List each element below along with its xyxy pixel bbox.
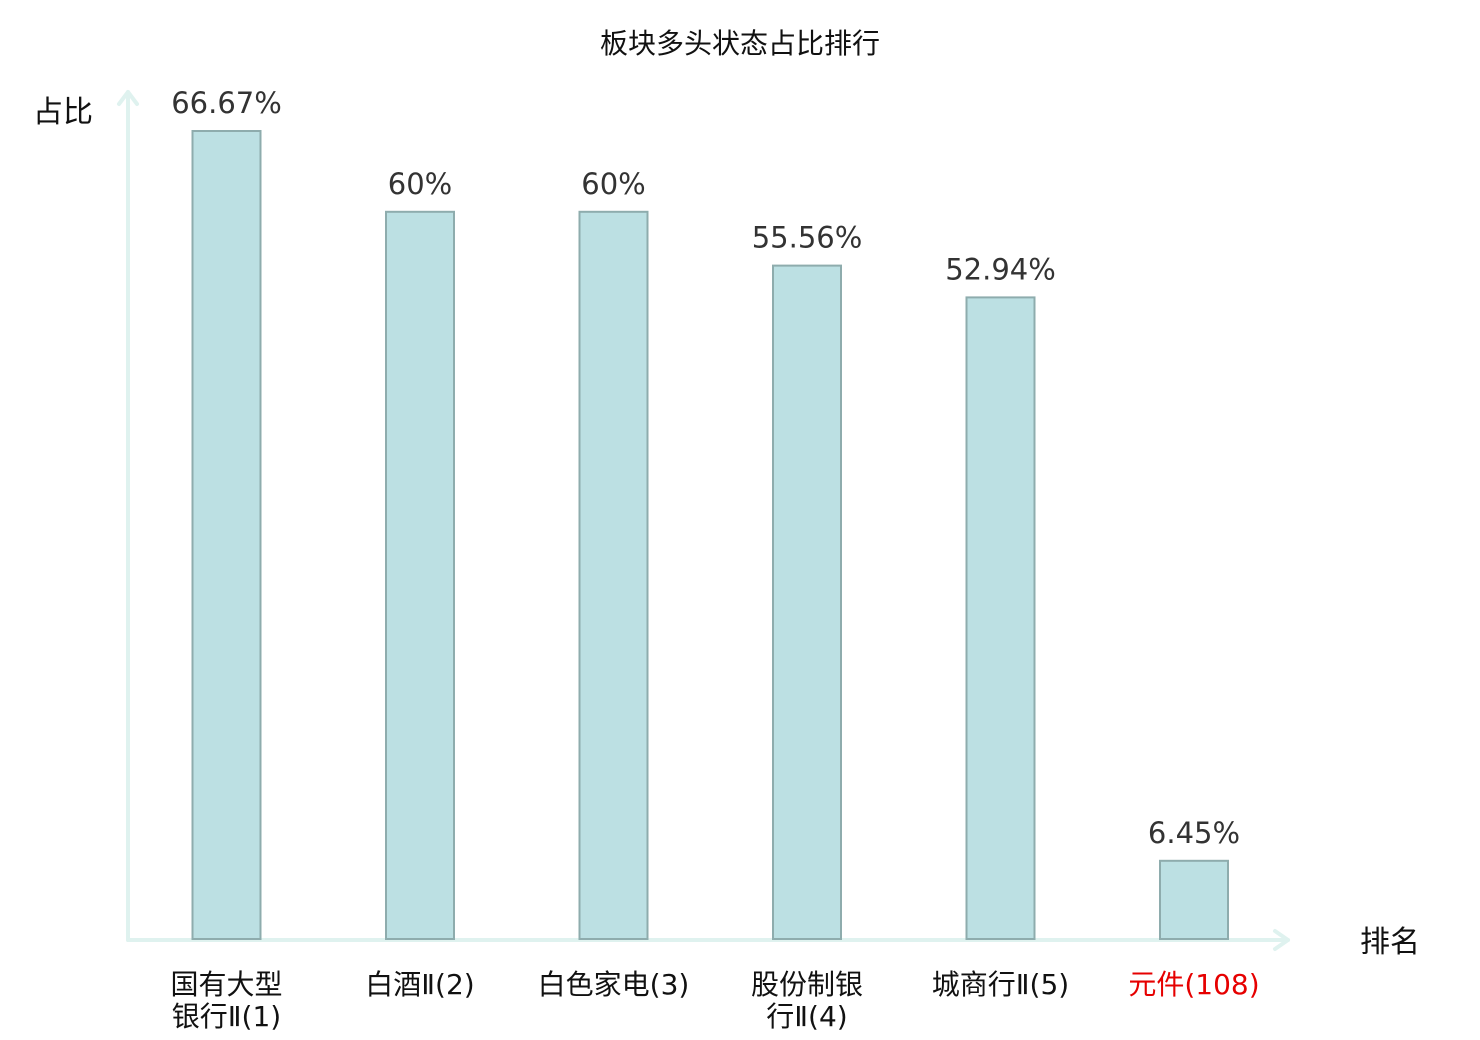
x-axis-label: 排名 xyxy=(1360,925,1420,960)
category-label-4-line-2: 行Ⅱ(4) xyxy=(766,1000,847,1033)
bar-6 xyxy=(1159,859,1229,940)
category-label-4-line-1: 股份制银 xyxy=(751,968,863,1001)
category-label-3: 白色家电(3) xyxy=(538,968,690,1001)
value-label-5: 52.94% xyxy=(945,252,1056,286)
value-label-6: 6.45% xyxy=(1148,816,1240,850)
bar-5 xyxy=(965,296,1036,940)
category-label-6: 元件(108) xyxy=(1128,968,1259,1001)
category-label-1-line-2: 银行Ⅱ(1) xyxy=(172,1000,281,1033)
bar-4 xyxy=(772,264,842,941)
bar-2 xyxy=(385,210,455,941)
value-label-1: 66.67% xyxy=(171,86,282,120)
value-labels: 66.67% 60% 60% 55.56% 52.94% 6.45% xyxy=(171,86,1240,850)
x-axis-arrow xyxy=(1273,929,1290,951)
category-label-2: 白酒Ⅱ(2) xyxy=(365,968,474,1001)
y-axis-label: 占比 xyxy=(33,95,93,130)
bar-3 xyxy=(578,210,649,941)
bar-1 xyxy=(191,130,262,940)
chart-title: 板块多头状态占比排行 xyxy=(600,27,880,60)
value-label-3: 60% xyxy=(581,167,645,201)
category-label-5: 城商行Ⅱ(5) xyxy=(932,968,1069,1001)
value-label-4: 55.56% xyxy=(752,221,863,255)
category-label-1-line-1: 国有大型 xyxy=(170,968,282,1001)
bars xyxy=(191,130,1229,941)
axes xyxy=(117,90,1290,951)
value-label-2: 60% xyxy=(388,167,452,201)
